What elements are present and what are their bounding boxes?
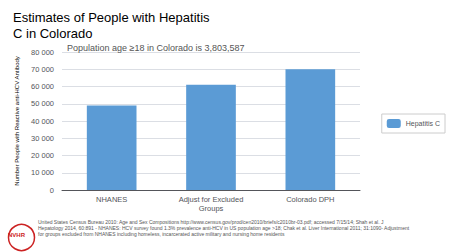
svg-text:NVHR: NVHR xyxy=(8,232,26,238)
svg-text:Estimates of People with Hepat: Estimates of People with Hepatitis xyxy=(13,10,210,25)
svg-text:C in Colorado: C in Colorado xyxy=(13,26,93,41)
svg-text:10 000: 10 000 xyxy=(31,168,54,177)
svg-text:United States Census Bureau 20: United States Census Bureau 2010: Age an… xyxy=(38,219,384,225)
svg-text:Hepatology 2014, 60:891 - NHAN: Hepatology 2014, 60:891 - NHANES: HCV su… xyxy=(38,225,410,231)
svg-text:50 000: 50 000 xyxy=(31,99,54,108)
svg-text:40 000: 40 000 xyxy=(31,117,54,126)
svg-text:Number People with Reactive an: Number People with Reactive anti-HCV Ant… xyxy=(14,56,20,186)
svg-text:Colorado DPH: Colorado DPH xyxy=(286,195,334,204)
svg-text:NHANES: NHANES xyxy=(96,195,127,204)
svg-text:80 000: 80 000 xyxy=(31,48,54,57)
svg-text:70 000: 70 000 xyxy=(31,65,54,74)
svg-text:Adjust for Excluded: Adjust for Excluded xyxy=(179,195,244,204)
svg-text:20 000: 20 000 xyxy=(31,151,54,160)
svg-text:60 000: 60 000 xyxy=(31,82,54,91)
svg-text:for groups excluded from NHANE: for groups excluded from NHANES includin… xyxy=(38,231,285,237)
svg-text:Hepatitis C: Hepatitis C xyxy=(406,120,440,128)
svg-text:30 000: 30 000 xyxy=(31,134,54,143)
svg-text:Groups: Groups xyxy=(199,204,224,213)
svg-text:Population age ≥18 in Colorado: Population age ≥18 in Colorado is 3,803,… xyxy=(67,43,245,53)
svg-text:0: 0 xyxy=(50,186,54,195)
